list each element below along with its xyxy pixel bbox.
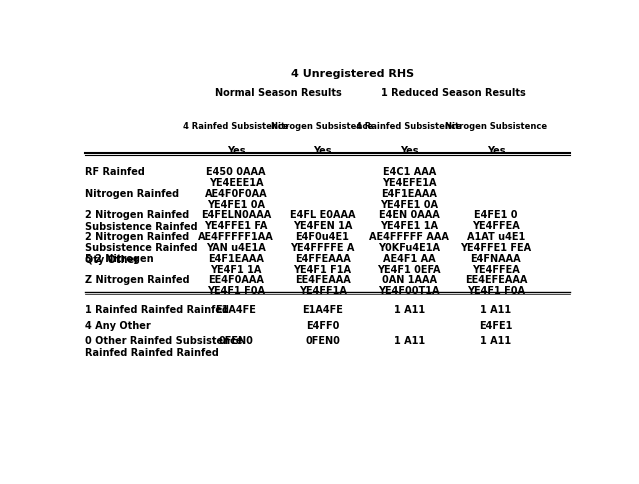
Text: YE4FE1 1A: YE4FE1 1A	[380, 221, 438, 231]
Text: 5 2 Nitrogen: 5 2 Nitrogen	[85, 253, 153, 263]
Text: E1A4FE: E1A4FE	[302, 304, 343, 315]
Text: YE4F1 F0A: YE4F1 F0A	[467, 286, 525, 296]
Text: YE4FF1A: YE4FF1A	[298, 286, 346, 296]
Text: 2 Nitrogen Rainfed
Subsistence Rainfed
Qty Other: 2 Nitrogen Rainfed Subsistence Rainfed Q…	[85, 231, 197, 265]
Text: A1AT u4E1: A1AT u4E1	[466, 231, 525, 242]
Text: Y0KFu4E1A: Y0KFu4E1A	[378, 242, 440, 253]
Text: E4EN 0AAA: E4EN 0AAA	[379, 210, 440, 220]
Text: YE4EEE1A: YE4EEE1A	[208, 178, 263, 188]
Text: E4F1EAAA: E4F1EAAA	[381, 188, 437, 198]
Text: Yes: Yes	[400, 146, 419, 156]
Text: 0 Other Rainfed Subsistence
Rainfed Rainfed Rainfed: 0 Other Rainfed Subsistence Rainfed Rain…	[85, 336, 242, 357]
Text: EE4FEAAA: EE4FEAAA	[295, 274, 350, 285]
Text: E4FELN0AAA: E4FELN0AAA	[201, 210, 271, 220]
Text: E1A4FE: E1A4FE	[215, 304, 256, 315]
Text: YE4FFEA: YE4FFEA	[472, 221, 520, 231]
Text: 1 Rainfed Rainfed Rainfed: 1 Rainfed Rainfed Rainfed	[85, 304, 229, 315]
Text: YAN u4E1A: YAN u4E1A	[206, 242, 266, 253]
Text: Yes: Yes	[313, 146, 332, 156]
Text: 0FEN0: 0FEN0	[305, 336, 340, 346]
Text: AE4FFFFF AAA: AE4FFFFF AAA	[369, 231, 449, 242]
Text: 4 Rainfed Subsistence: 4 Rainfed Subsistence	[183, 121, 289, 130]
Text: Z Nitrogen Rainfed: Z Nitrogen Rainfed	[85, 274, 189, 285]
Text: 1 A11: 1 A11	[481, 336, 511, 346]
Text: AE4F0F0AA: AE4F0F0AA	[204, 188, 267, 198]
Text: YE4FFEA: YE4FFEA	[472, 264, 520, 274]
Text: E4F1EAAA: E4F1EAAA	[208, 253, 264, 263]
Text: E4FL E0AAA: E4FL E0AAA	[289, 210, 355, 220]
Text: E4F0u4E1: E4F0u4E1	[296, 231, 350, 242]
Text: E4FE1 0: E4FE1 0	[474, 210, 518, 220]
Text: YE4FFFFE A: YE4FFFFE A	[290, 242, 355, 253]
Text: YE4FE1 0A: YE4FE1 0A	[380, 199, 438, 209]
Text: 1 A11: 1 A11	[481, 304, 511, 315]
Text: E450 0AAA: E450 0AAA	[206, 166, 266, 177]
Text: YE4EFE1A: YE4EFE1A	[382, 178, 436, 188]
Text: E4C1 AAA: E4C1 AAA	[383, 166, 436, 177]
Text: YE4FE1 0A: YE4FE1 0A	[207, 199, 265, 209]
Text: Nitrogen Subsistence: Nitrogen Subsistence	[272, 121, 374, 130]
Text: YE4F1 F0A: YE4F1 F0A	[207, 286, 265, 296]
Text: AE4FFFFF1AA: AE4FFFFF1AA	[198, 231, 273, 242]
Text: YE4FFE1 FA: YE4FFE1 FA	[204, 221, 268, 231]
Text: E4FE1: E4FE1	[479, 320, 512, 330]
Text: YE4FFE1 FEA: YE4FFE1 FEA	[460, 242, 532, 253]
Text: 2 Nitrogen Rainfed
Subsistence Rainfed: 2 Nitrogen Rainfed Subsistence Rainfed	[85, 210, 197, 231]
Text: 4 Unregistered RHS: 4 Unregistered RHS	[291, 69, 414, 79]
Text: Nitrogen Rainfed: Nitrogen Rainfed	[85, 188, 179, 198]
Text: EE4F0AAA: EE4F0AAA	[208, 274, 264, 285]
Text: YE4F00T1A: YE4F00T1A	[378, 286, 440, 296]
Text: 0FEN0: 0FEN0	[219, 336, 253, 346]
Text: Normal Season Results: Normal Season Results	[215, 88, 341, 98]
Text: 1 A11: 1 A11	[394, 336, 425, 346]
Text: E4FNAAA: E4FNAAA	[470, 253, 521, 263]
Text: E4FFEAAA: E4FFEAAA	[295, 253, 350, 263]
Text: AE4F1 AA: AE4F1 AA	[383, 253, 436, 263]
Text: E4FF0: E4FF0	[306, 320, 339, 330]
Text: YE4F1 1A: YE4F1 1A	[210, 264, 261, 274]
Text: 0AN 1AAA: 0AN 1AAA	[381, 274, 436, 285]
Text: Nitrogen Subsistence: Nitrogen Subsistence	[445, 121, 547, 130]
Text: RF Rainfed: RF Rainfed	[85, 166, 144, 177]
Text: 4 Any Other: 4 Any Other	[85, 320, 151, 330]
Text: 1 Reduced Season Results: 1 Reduced Season Results	[381, 88, 526, 98]
Text: Yes: Yes	[227, 146, 245, 156]
Text: YE4FEN 1A: YE4FEN 1A	[293, 221, 352, 231]
Text: 4 Rainfed Subsistence: 4 Rainfed Subsistence	[357, 121, 462, 130]
Text: YE4F1 F1A: YE4F1 F1A	[293, 264, 351, 274]
Text: 1 A11: 1 A11	[394, 304, 425, 315]
Text: YE4F1 0EFA: YE4F1 0EFA	[378, 264, 441, 274]
Text: EE4EFEAAA: EE4EFEAAA	[465, 274, 527, 285]
Text: Yes: Yes	[487, 146, 505, 156]
